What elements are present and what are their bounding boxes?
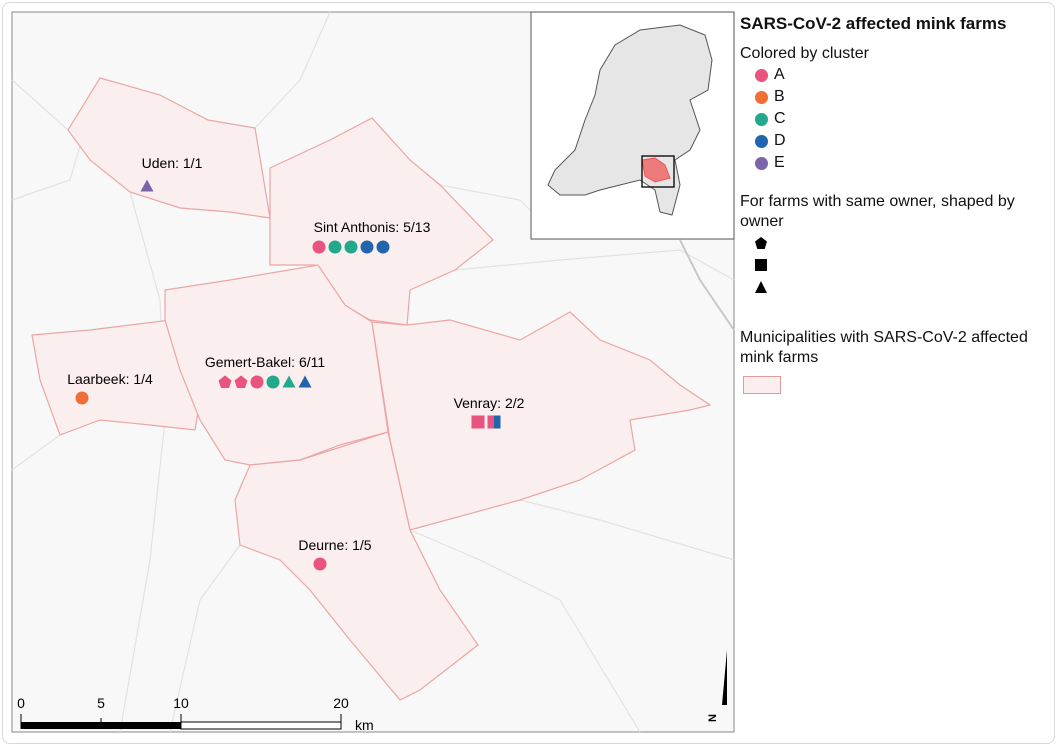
farm-marker-pentagon xyxy=(234,375,248,388)
cluster-dot xyxy=(754,112,768,126)
municipality-area xyxy=(234,431,479,701)
farm-marker-circle xyxy=(313,557,327,571)
cluster-label: C xyxy=(774,110,786,127)
inset-map xyxy=(530,11,735,240)
farm-marker-circle xyxy=(75,391,89,405)
north-arrow: N xyxy=(707,650,727,722)
legend-cluster-D: D xyxy=(740,130,1050,152)
cluster-label: A xyxy=(774,66,785,83)
municipality-heading: Municipalities with SARS-CoV-2 affected … xyxy=(740,329,1028,366)
farm-marker-circle xyxy=(266,375,280,389)
municipality-label: Uden: 1/1 xyxy=(142,155,203,171)
farm-marker-circle xyxy=(360,240,374,254)
farm-marker-square xyxy=(487,415,501,429)
farm-marker-circle xyxy=(376,240,390,254)
cluster-dot xyxy=(754,68,768,82)
scale-tick: 5 xyxy=(97,695,105,711)
municipality-label: Venray: 2/2 xyxy=(454,395,525,411)
municipality-swatch xyxy=(743,376,781,394)
municipality-area xyxy=(164,264,389,466)
scale-unit: km xyxy=(355,717,374,733)
legend-cluster-C: C xyxy=(740,108,1050,130)
north-label: N xyxy=(707,714,719,722)
cluster-dot xyxy=(754,156,768,170)
farm-marker-circle xyxy=(250,375,264,389)
legend-cluster-E: E xyxy=(740,152,1050,174)
scale-tick: 20 xyxy=(333,695,349,711)
cluster-label: D xyxy=(774,132,786,149)
legend-cluster-B: B xyxy=(740,86,1050,108)
cluster-heading: Colored by cluster xyxy=(740,45,869,62)
background-boundaries xyxy=(11,11,735,733)
legend-shape-triangle xyxy=(740,276,1050,298)
municipality-label: Deurne: 1/5 xyxy=(298,537,371,553)
scale-tick: 10 xyxy=(173,695,189,711)
legend-shape-square xyxy=(740,254,1050,276)
cluster-label: E xyxy=(774,154,785,171)
municipality-label: Laarbeek: 1/4 xyxy=(67,371,153,387)
municipality-label: Gemert-Bakel: 6/11 xyxy=(205,354,326,370)
farm-marker-triangle xyxy=(298,375,312,388)
farm-marker-circle xyxy=(328,240,342,254)
municipality-area xyxy=(371,311,712,531)
farm-marker-circle xyxy=(344,240,358,254)
farm-marker-circle xyxy=(312,240,326,254)
cluster-dot xyxy=(754,90,768,104)
legend: SARS-CoV-2 affected mink farms Colored b… xyxy=(740,14,1050,394)
municipality-label: Sint Anthonis: 5/13 xyxy=(314,219,431,235)
legend-title: SARS-CoV-2 affected mink farms xyxy=(740,14,1007,33)
legend-cluster-A: A xyxy=(740,64,1050,86)
owner-heading: For farms with same owner, shaped by own… xyxy=(740,193,1015,230)
farm-marker-square xyxy=(471,415,485,429)
scalebar: 0 5 10 20 km xyxy=(17,695,374,733)
municipality-area xyxy=(31,319,201,436)
cluster-dot xyxy=(754,134,768,148)
scale-tick: 0 xyxy=(17,695,25,711)
farm-marker-triangle xyxy=(140,179,154,192)
farm-marker-triangle xyxy=(282,375,296,388)
legend-shape-pentagon xyxy=(740,232,1050,254)
cluster-label: B xyxy=(774,88,785,105)
farm-marker-pentagon xyxy=(218,375,232,388)
